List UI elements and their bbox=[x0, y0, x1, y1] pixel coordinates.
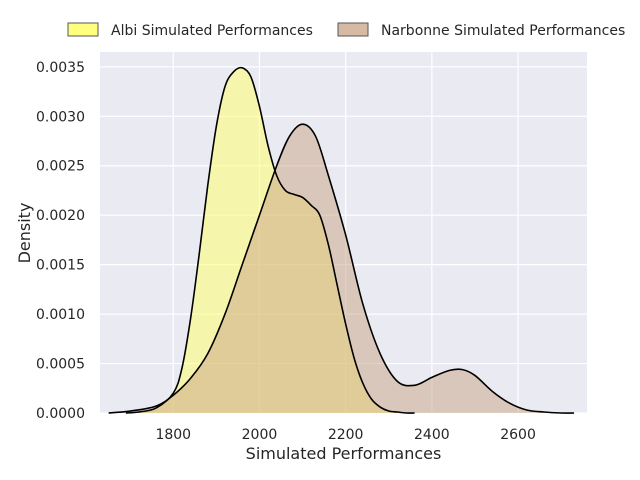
x-axis-label: Simulated Performances bbox=[246, 444, 442, 463]
series-line-0 bbox=[125, 66, 415, 414]
series-area-1 bbox=[108, 124, 575, 414]
x-tick-label: 1800 bbox=[155, 427, 191, 443]
y-tick-label: 0.0015 bbox=[36, 258, 85, 274]
y-tick-label: 0.0005 bbox=[36, 357, 85, 373]
y-tick-label: 0.0000 bbox=[36, 406, 85, 422]
y-tick-label: 0.0020 bbox=[36, 208, 85, 224]
x-tick-label: 2600 bbox=[500, 427, 536, 443]
legend-label-0: Albi Simulated Performances bbox=[111, 23, 313, 39]
legend-swatch-1 bbox=[337, 22, 369, 37]
legend-swatch-0 bbox=[67, 22, 99, 37]
x-ticks: 1800 2000 2200 2400 2600 bbox=[155, 427, 535, 443]
x-tick-label: 2400 bbox=[414, 427, 450, 443]
x-tick-label: 2000 bbox=[242, 427, 278, 443]
y-axis-label: Density bbox=[15, 203, 34, 264]
series-layer bbox=[108, 66, 575, 414]
series-line-1 bbox=[108, 123, 575, 414]
y-tick-label: 0.0010 bbox=[36, 307, 85, 323]
y-ticks: 0.0000 0.0005 0.0010 0.0015 0.0020 0.0025 0.00… bbox=[36, 60, 85, 422]
y-tick-label: 0.0025 bbox=[36, 159, 85, 175]
legend: Albi Simulated Performances Narbonne Simu… bbox=[67, 22, 625, 39]
legend-label-1: Narbonne Simulated Performances bbox=[381, 23, 625, 39]
y-tick-label: 0.0030 bbox=[36, 109, 85, 125]
x-tick-label: 2200 bbox=[328, 427, 364, 443]
y-tick-label: 0.0035 bbox=[36, 60, 85, 76]
